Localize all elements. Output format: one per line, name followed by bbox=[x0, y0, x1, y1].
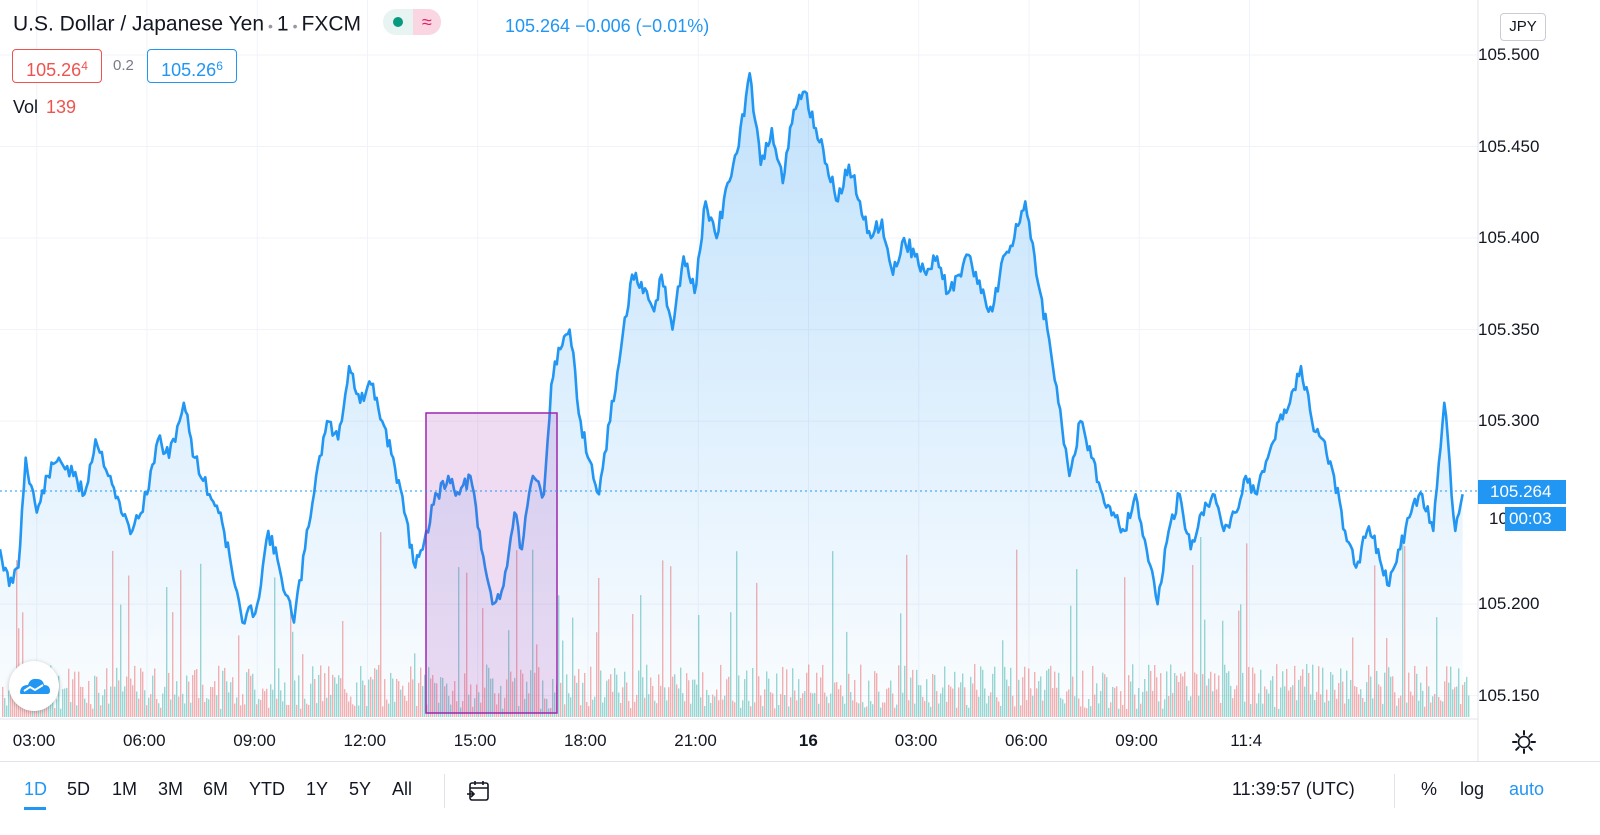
price-tick-label: 105.450 bbox=[1478, 136, 1540, 156]
price-tick-label: 105.400 bbox=[1478, 228, 1540, 248]
volume-label: Vol bbox=[13, 97, 39, 117]
range-button-1y[interactable]: 1Y bbox=[306, 779, 329, 799]
price-tick-label: 105.500 bbox=[1478, 45, 1540, 64]
market-open-dot-icon bbox=[392, 17, 403, 27]
highlight-rectangle[interactable] bbox=[425, 412, 558, 714]
price-change-percent: (−0.01%) bbox=[635, 16, 710, 36]
symbol-title: U.S. Dollar / Japanese Yen bbox=[13, 12, 264, 36]
axis-label-partial: 10 bbox=[1489, 509, 1508, 528]
price-area bbox=[0, 72, 1464, 718]
bottom-toolbar: 1D 5D 1M 3M 6M YTD 1Y 5Y All 11:39:57 (UTC) % lo… bbox=[0, 761, 1600, 835]
time-tick-label: 09:00 bbox=[233, 731, 276, 750]
price-area-fill bbox=[0, 73, 1463, 718]
active-range-underline bbox=[24, 807, 46, 810]
toolbar-separator bbox=[1394, 774, 1395, 808]
volume-value: 139 bbox=[46, 97, 77, 117]
log-scale-toggle[interactable]: log bbox=[1460, 779, 1485, 799]
auto-scale-toggle[interactable]: auto bbox=[1509, 779, 1545, 799]
buy-button[interactable]: 105.266 bbox=[147, 49, 237, 83]
utc-clock[interactable]: 11:39:57 (UTC) bbox=[1232, 779, 1355, 799]
time-tick-label: 06:00 bbox=[1005, 731, 1048, 750]
time-tick-label: 18:00 bbox=[564, 731, 607, 750]
time-tick-label: 21:00 bbox=[674, 731, 717, 750]
spread-value: 0.2 bbox=[113, 57, 134, 74]
price-tick-label: 105.200 bbox=[1478, 594, 1540, 614]
toolbar-separator bbox=[444, 774, 445, 808]
time-tick-label: 15:00 bbox=[453, 731, 497, 750]
last-quote: 105.264 −0.006 (−0.01%) bbox=[505, 16, 709, 37]
range-button-1m[interactable]: 1M bbox=[112, 779, 138, 799]
price-change: −0.006 bbox=[575, 16, 631, 36]
market-status-pill[interactable]: ≈ bbox=[382, 9, 441, 35]
settings-gear-icon[interactable] bbox=[1511, 729, 1537, 755]
symbol-header[interactable]: U.S. Dollar / Japanese Yen • 1 • FXCM ≈ bbox=[13, 9, 441, 38]
last-price: 105.264 bbox=[505, 16, 571, 36]
time-tick-label: 03:00 bbox=[894, 731, 938, 750]
percent-scale-toggle[interactable]: % bbox=[1421, 779, 1438, 799]
price-tick-label: 105.150 bbox=[1478, 685, 1540, 705]
last-price-tag: 105.264 bbox=[1478, 480, 1566, 504]
time-tick-label: 03:00 bbox=[12, 731, 56, 750]
indicator-wave-icon[interactable]: ≈ bbox=[412, 9, 441, 35]
time-tick-label: 06:00 bbox=[123, 731, 166, 750]
exchange-label: FXCM bbox=[301, 12, 362, 36]
currency-button[interactable]: JPY bbox=[1500, 13, 1546, 41]
price-series-line bbox=[0, 72, 1464, 625]
volume-bar bbox=[1462, 684, 1464, 717]
range-button-6m[interactable]: 6M bbox=[203, 779, 229, 799]
volume-legend[interactable]: Vol 139 bbox=[13, 97, 76, 118]
price-tick-label: 105.350 bbox=[1478, 319, 1540, 339]
range-button-3m[interactable]: 3M bbox=[158, 779, 184, 799]
cloud-logo-icon bbox=[20, 678, 50, 694]
volume-bar bbox=[1464, 682, 1466, 717]
separator-dot: • bbox=[268, 17, 273, 34]
time-tick-label: 16 bbox=[798, 731, 818, 750]
time-tick-label: 09:00 bbox=[1115, 731, 1158, 750]
volume-bar bbox=[1468, 695, 1470, 717]
bar-countdown-tag: 00:03 bbox=[1505, 507, 1566, 531]
range-button-5y[interactable]: 5Y bbox=[349, 779, 372, 799]
go-to-date-calendar-icon[interactable] bbox=[466, 778, 492, 804]
interval-label[interactable]: 1 bbox=[276, 12, 289, 36]
sell-button[interactable]: 105.264 bbox=[12, 49, 102, 83]
separator-dot: • bbox=[292, 17, 298, 34]
tradingview-logo[interactable] bbox=[9, 661, 59, 711]
range-button-all[interactable]: All bbox=[392, 779, 413, 799]
range-button-1d[interactable]: 1D bbox=[24, 779, 48, 799]
range-button-5d[interactable]: 5D bbox=[67, 779, 91, 799]
time-tick-label: 12:00 bbox=[343, 731, 387, 750]
time-tick-label: 11:4 bbox=[1230, 731, 1263, 750]
volume-bar bbox=[1466, 676, 1468, 717]
range-button-ytd[interactable]: YTD bbox=[249, 779, 285, 799]
price-tick-label: 105.300 bbox=[1478, 411, 1540, 431]
